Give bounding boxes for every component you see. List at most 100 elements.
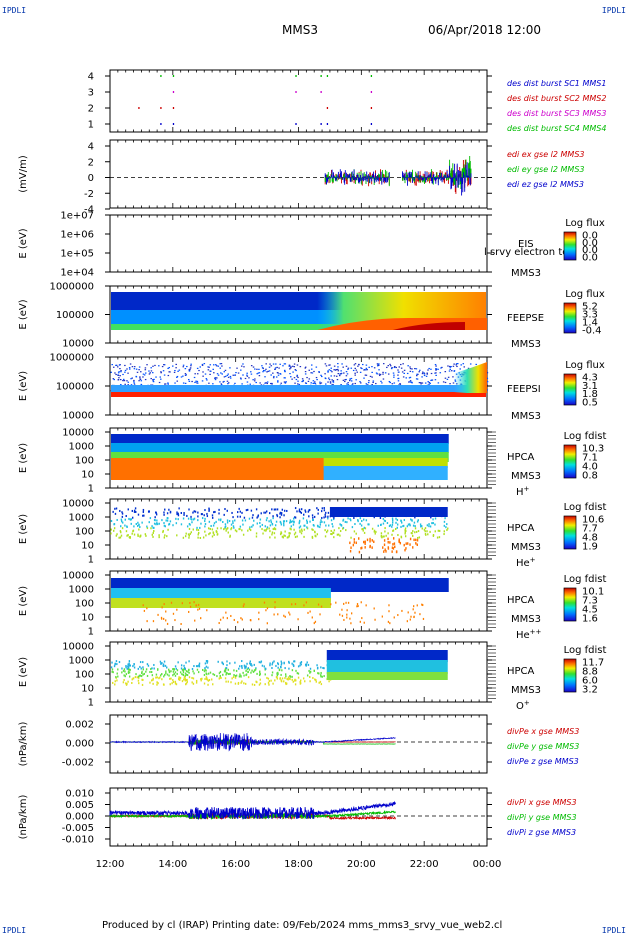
hpca-hepp-pixel <box>193 601 195 604</box>
feepsi-pixel <box>188 369 190 371</box>
hpca-he-pixel <box>364 542 366 545</box>
hpca-o-pixel <box>159 676 161 679</box>
hpca-he-pixel <box>401 521 403 524</box>
feepsi-pixel <box>133 382 136 384</box>
hpca-he-pixel <box>127 508 129 511</box>
hpca-o-pixel <box>309 670 312 673</box>
hpca-he-pixel <box>443 530 445 533</box>
hpca-o-pixel <box>132 665 134 668</box>
hpca-he-pixel <box>371 539 373 542</box>
hpca-he-ytick-label: 10000 <box>62 499 94 510</box>
hpca-he-pixel <box>306 526 308 529</box>
feepsi-pixel <box>456 365 458 368</box>
hpca-o-pixel <box>142 661 144 664</box>
feepsi-pixel <box>398 366 401 368</box>
hpca-o-pixel <box>286 677 288 680</box>
feepsi-pixel <box>353 364 356 366</box>
hpca-he-pixel <box>337 533 340 536</box>
hpca-he-pixel <box>293 528 295 531</box>
hpca-he-pixel <box>319 526 321 529</box>
hpca-he-pixel <box>212 531 214 534</box>
feepsi-colorbar-tick: 4.3 <box>582 373 598 384</box>
hpca-he-pixel <box>280 513 283 516</box>
hpca-he-pixel <box>392 543 394 546</box>
feepsi-pixel <box>307 380 310 382</box>
feepse-colorbar-tick: 3.3 <box>582 310 598 321</box>
hpca-o-pixel <box>204 667 206 670</box>
hpca-he-pixel <box>361 546 363 550</box>
hpca-he-pixel <box>300 532 303 535</box>
feepsi-pixel <box>133 366 136 368</box>
feepsi-pixel <box>355 369 358 371</box>
feepsi-pixel <box>124 371 126 373</box>
hpca-hepp-pixel <box>335 601 337 604</box>
hpca-he-pixel <box>120 534 123 537</box>
hpca-he-pixel <box>281 508 284 511</box>
burst-legend-entry: des dist burst SC3 MMS3 <box>507 109 606 118</box>
hpca-he-pixel <box>403 519 406 522</box>
feepsi-pixel <box>122 373 124 376</box>
hpca-o-pixel <box>275 664 277 667</box>
hpca-he-pixel <box>169 520 172 523</box>
hpca-o-pixel <box>239 673 241 676</box>
hpca-he-pixel <box>168 523 171 526</box>
hpca-o-pixel <box>131 678 133 681</box>
hpca-he-pixel <box>379 516 382 519</box>
hpca-he-pixel <box>373 516 375 519</box>
hpca-o-pixel <box>271 667 273 670</box>
hpca-o-pixel <box>235 669 238 672</box>
hpca-he-pixel <box>350 519 352 522</box>
hpca-he-pixel <box>339 530 342 533</box>
hpca-o-pixel <box>140 667 142 670</box>
hpca-o-pixel <box>203 673 206 676</box>
hpca-hepp-pixel <box>347 601 350 604</box>
feepsi-pixel <box>405 377 407 379</box>
hpca-o-pixel <box>287 678 289 681</box>
feepsi-pixel <box>411 371 414 373</box>
hpca-o-pixel <box>277 671 279 674</box>
hpca-o-pixel <box>275 676 278 679</box>
feepsi-pixel <box>325 365 328 367</box>
hpca-he-pixel <box>316 507 318 510</box>
hpca-he-pixel <box>438 536 441 539</box>
hpca-o-pixel <box>207 683 209 686</box>
hpca-o-pixel <box>261 664 264 667</box>
feepsi-pixel <box>297 380 299 382</box>
hpca-o-pixel <box>300 663 302 666</box>
hpca-he-pixel <box>443 533 445 536</box>
hpca-o-pixel <box>229 662 231 665</box>
burst-burst-mark <box>172 107 175 109</box>
hpca-h-ytick-label: 1000 <box>69 442 94 453</box>
feepsi-pixel <box>419 369 421 371</box>
feepsi-pixel <box>252 379 254 381</box>
hpca-he-pixel <box>321 507 323 510</box>
feepsi-pixel <box>401 371 404 373</box>
feepsi-pixel <box>283 363 286 365</box>
hpca-o-pixel <box>185 683 187 686</box>
hpca-o-pixel <box>288 667 290 670</box>
hpca-he-pixel <box>265 529 267 532</box>
feepsi-pixel <box>444 371 447 373</box>
hpca-o-pixel <box>244 665 246 668</box>
feepsi-pixel <box>346 373 349 375</box>
hpca-o-pixel <box>268 683 270 686</box>
hpca-o-colorbar-tick: 11.7 <box>582 658 604 669</box>
hpca-he-pixel <box>158 534 160 537</box>
feepsi-pixel <box>142 373 145 375</box>
hpca-o-pixel <box>168 668 170 671</box>
feepsi-pixel <box>376 373 378 375</box>
feepsi-pixel <box>220 383 223 385</box>
feepsi-pixel <box>160 371 162 373</box>
hpca-o-pixel <box>166 666 168 669</box>
hpca-o-pixel <box>314 678 316 681</box>
hpca-o-pixel <box>172 670 175 673</box>
feepsi-pixel <box>284 371 286 373</box>
feepsi-pixel <box>274 368 276 370</box>
hpca-o-pixel <box>128 671 131 674</box>
hpca-o-pixel <box>259 672 261 675</box>
burst-legend-entry: des dist burst SC2 MMS2 <box>507 94 606 103</box>
hpca-he-pixel <box>377 524 379 527</box>
hpca-he-pixel <box>215 520 217 523</box>
feepsi-low-band <box>111 392 486 397</box>
hpca-o-pixel <box>258 661 261 664</box>
